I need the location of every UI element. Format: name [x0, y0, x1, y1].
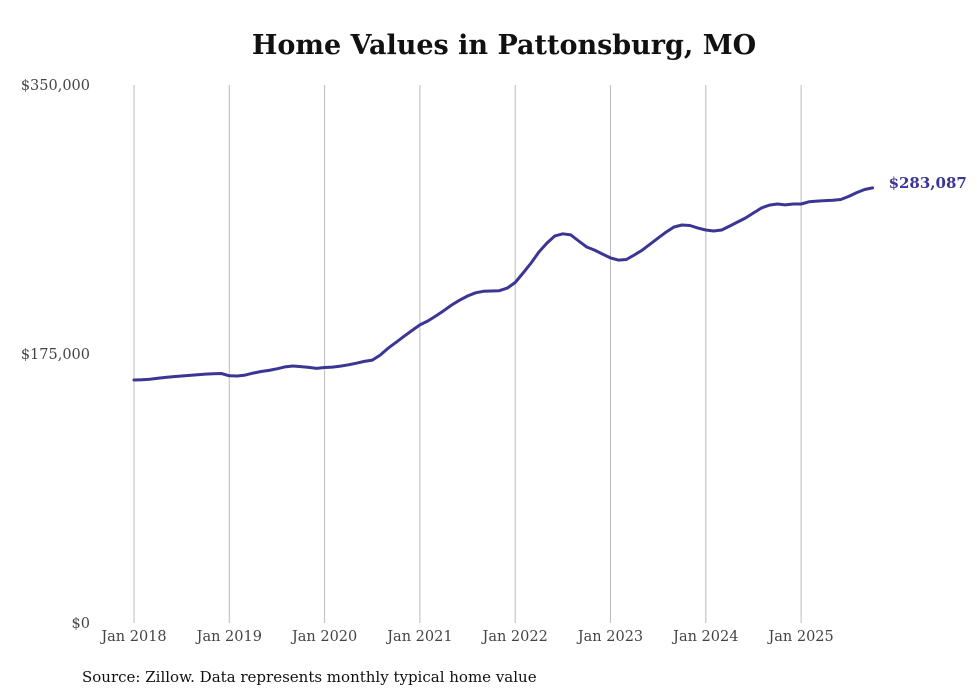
y-tick-label: $0 [72, 616, 90, 632]
y-tick-label: $350,000 [21, 78, 90, 94]
x-tick-label: Jan 2021 [385, 629, 452, 645]
x-tick-label: Jan 2020 [290, 629, 357, 645]
chart-title: Home Values in Pattonsburg, MO [251, 30, 757, 61]
source-note: Source: Zillow. Data represents monthly … [82, 668, 537, 686]
x-tick-label: Jan 2022 [481, 629, 548, 645]
x-tick-label: Jan 2023 [576, 629, 643, 645]
end-value-label: $283,087 [889, 174, 967, 192]
x-tick-label: Jan 2024 [671, 629, 738, 645]
x-tick-label: Jan 2019 [195, 629, 262, 645]
x-tick-label: Jan 2025 [766, 629, 833, 645]
x-tick-label: Jan 2018 [99, 629, 166, 645]
series-line [132, 186, 875, 382]
y-tick-label: $175,000 [21, 347, 90, 363]
